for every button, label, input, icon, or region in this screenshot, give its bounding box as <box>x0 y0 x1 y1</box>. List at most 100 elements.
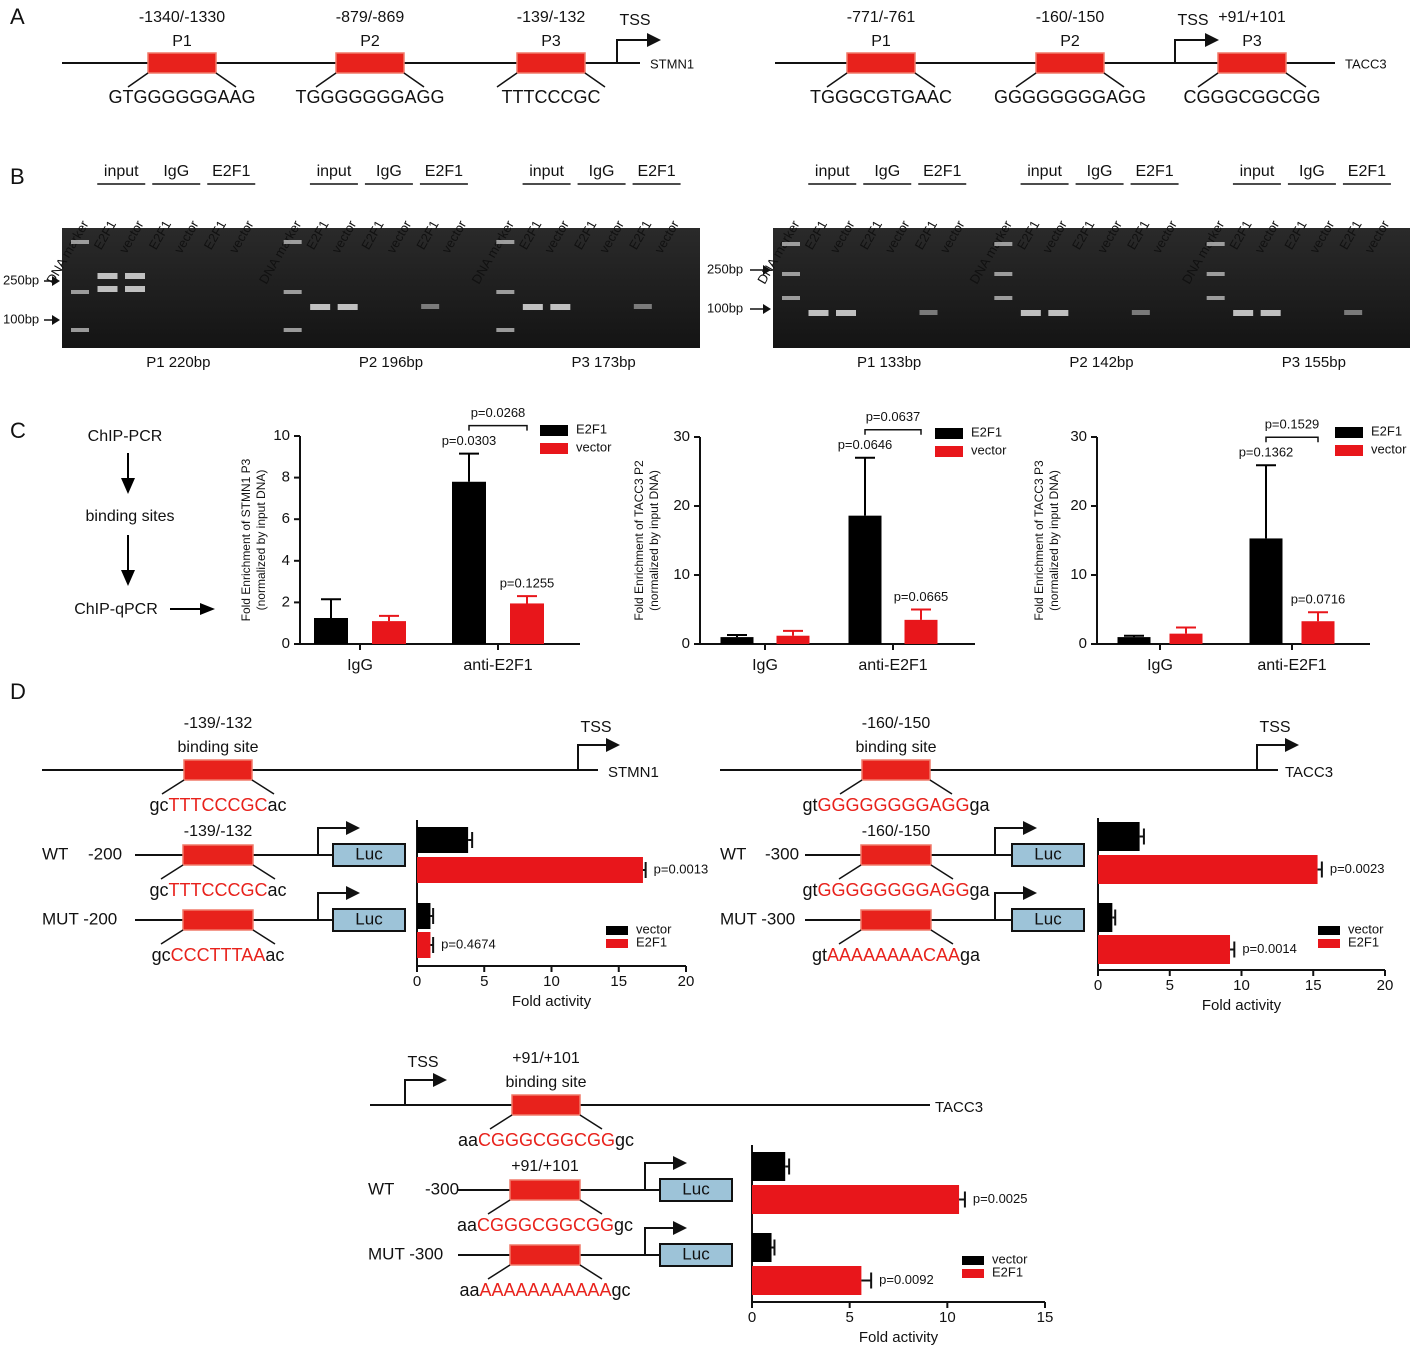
bar <box>417 827 469 853</box>
y-tick-label: 20 <box>1070 497 1087 514</box>
legend-label: E2F1 <box>1371 423 1402 438</box>
construct-label: MUT -200 <box>42 909 117 928</box>
site-connector <box>1103 72 1125 88</box>
site-connector <box>1285 72 1307 88</box>
sequence-part: aa <box>457 1215 478 1235</box>
gel-band <box>782 272 800 276</box>
error-bar <box>855 456 875 516</box>
x-tick-label: 5 <box>1166 977 1174 994</box>
flow-arrowhead <box>121 478 135 494</box>
legend-swatch <box>1335 427 1363 438</box>
flow-arrowhead <box>200 603 215 615</box>
tss-arrowhead <box>346 821 360 835</box>
y-tick-label: 2 <box>282 593 290 610</box>
bar <box>1098 903 1113 932</box>
bar <box>417 932 431 958</box>
lane-group: IgG <box>1299 163 1325 180</box>
tss-arrow <box>644 1162 675 1190</box>
tss-label: TSS <box>407 1054 438 1071</box>
lane-group: E2F1 <box>1135 163 1173 180</box>
bar <box>1098 935 1231 964</box>
p-value: p=0.0092 <box>879 1272 934 1287</box>
y-tick-label: 8 <box>282 469 290 486</box>
legend-swatch <box>962 1269 984 1278</box>
error-bar <box>321 598 341 618</box>
gel-band <box>283 240 302 244</box>
binding-site <box>509 1179 581 1201</box>
site-position: -160/-150 <box>862 715 931 732</box>
sequence-part: gc <box>615 1130 634 1150</box>
x-tick-label: 5 <box>845 1309 853 1326</box>
marker-arrowhead <box>763 265 771 275</box>
panel-label: B <box>10 164 25 189</box>
sequence-part: gc <box>614 1215 633 1235</box>
legend-swatch <box>606 926 628 935</box>
legend-label: E2F1 <box>971 424 1002 439</box>
y-tick-label: 0 <box>282 635 290 652</box>
site-connector <box>315 72 337 88</box>
tss-arrowhead <box>1285 738 1299 752</box>
site-connector <box>160 929 184 945</box>
legend-label: vector <box>636 921 672 936</box>
lane-group: IgG <box>163 163 189 180</box>
error-bar <box>1230 941 1236 958</box>
site-name: P3 <box>1242 33 1262 50</box>
lane-group: E2F1 <box>1348 163 1386 180</box>
comparison-bracket <box>1265 436 1319 443</box>
sequence-part: AAAAAAAAAAA <box>479 1280 611 1300</box>
size-marker: 250bp <box>3 272 39 287</box>
sequence-part: gt <box>802 795 817 815</box>
gene-label: TACC3 <box>1285 764 1333 781</box>
legend-label: E2F1 <box>1348 934 1379 949</box>
luc-box <box>332 908 406 932</box>
gel-band <box>808 310 829 316</box>
gel-band <box>633 304 652 309</box>
legend-label: E2F1 <box>992 1264 1023 1279</box>
site-connector <box>930 929 954 945</box>
tss-arrowhead <box>1205 33 1219 47</box>
sequence-part: TTTCCCGC <box>169 880 268 900</box>
site-sequence: CGGGCGGCGG <box>1183 87 1320 107</box>
gel-band <box>994 272 1013 276</box>
site-position: +91/+101 <box>1218 9 1286 26</box>
site-name: P1 <box>871 33 891 50</box>
site-connector <box>826 72 848 88</box>
bar <box>314 618 348 644</box>
legend-swatch <box>935 446 963 457</box>
tss-arrow <box>317 892 348 920</box>
p-value: p=0.4674 <box>441 936 496 951</box>
site-position: +91/+101 <box>511 1158 579 1175</box>
x-tick-label: 5 <box>480 973 488 990</box>
site-connector <box>579 1264 603 1280</box>
tss-arrow <box>577 744 608 770</box>
site-sequence: GGGGGGGGAGG <box>994 87 1146 107</box>
error-bar <box>771 1239 776 1256</box>
size-marker: 100bp <box>3 311 39 326</box>
sequence-part: aa <box>459 1280 480 1300</box>
site-position: -160/-150 <box>862 823 931 840</box>
gel-caption: P3 155bp <box>1282 354 1346 371</box>
error-bar <box>1112 909 1117 926</box>
y-axis-label: Fold Enrichment of TACC3 P2 <box>632 460 646 621</box>
x-tick-label: 10 <box>939 1309 956 1326</box>
construct-length: -300 <box>765 844 799 863</box>
size-marker: 250bp <box>707 261 743 276</box>
tss-arrow <box>1174 39 1207 63</box>
y-tick-label: 0 <box>682 635 690 652</box>
p-value: p=0.0303 <box>442 433 497 448</box>
tss-arrowhead <box>346 886 360 900</box>
luc-label: Luc <box>1034 844 1062 863</box>
gel-band <box>1233 310 1254 316</box>
construct-length: -300 <box>425 1179 459 1198</box>
gel <box>773 228 1410 348</box>
gel-band <box>283 290 302 294</box>
sequence-part: TTTCCCGC <box>169 795 268 815</box>
y-axis-label: (normalized by input DNA) <box>647 470 661 611</box>
p-value: p=0.1529 <box>1265 417 1320 432</box>
construct-label: WT <box>720 844 746 863</box>
construct-label: MUT -300 <box>368 1244 443 1263</box>
tss-arrowhead <box>647 33 661 47</box>
site-connector <box>1015 72 1037 88</box>
x-axis-label: Fold activity <box>859 1329 939 1346</box>
p-value: p=0.0665 <box>894 589 949 604</box>
